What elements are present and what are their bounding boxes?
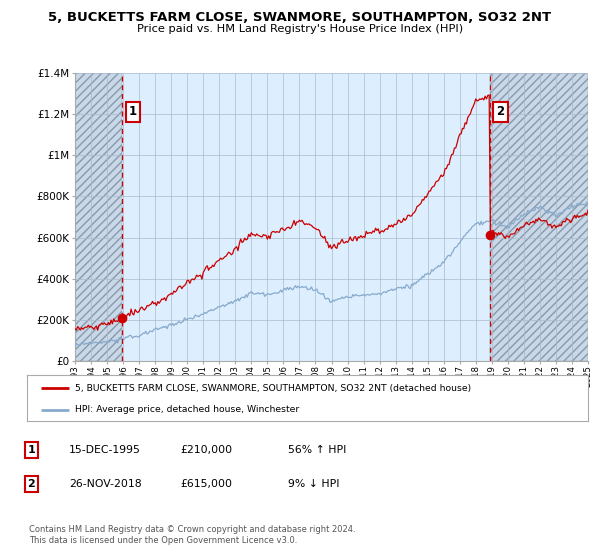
Text: Price paid vs. HM Land Registry's House Price Index (HPI): Price paid vs. HM Land Registry's House … (137, 24, 463, 34)
Text: £210,000: £210,000 (180, 445, 232, 455)
Bar (490, 73, 588, 361)
Text: 1: 1 (129, 105, 137, 119)
Text: 9% ↓ HPI: 9% ↓ HPI (288, 479, 340, 489)
Text: £615,000: £615,000 (180, 479, 232, 489)
Text: Contains HM Land Registry data © Crown copyright and database right 2024.
This d: Contains HM Land Registry data © Crown c… (29, 525, 355, 545)
Bar (75, 73, 122, 361)
Text: 5, BUCKETTS FARM CLOSE, SWANMORE, SOUTHAMPTON, SO32 2NT: 5, BUCKETTS FARM CLOSE, SWANMORE, SOUTHA… (49, 11, 551, 24)
Text: 26-NOV-2018: 26-NOV-2018 (69, 479, 142, 489)
Text: 5, BUCKETTS FARM CLOSE, SWANMORE, SOUTHAMPTON, SO32 2NT (detached house): 5, BUCKETTS FARM CLOSE, SWANMORE, SOUTHA… (74, 384, 471, 393)
Text: 2: 2 (28, 479, 35, 489)
Text: 2: 2 (497, 105, 505, 119)
Text: 1: 1 (28, 445, 35, 455)
Text: 15-DEC-1995: 15-DEC-1995 (69, 445, 141, 455)
Text: 56% ↑ HPI: 56% ↑ HPI (288, 445, 346, 455)
Text: HPI: Average price, detached house, Winchester: HPI: Average price, detached house, Winc… (74, 405, 299, 414)
